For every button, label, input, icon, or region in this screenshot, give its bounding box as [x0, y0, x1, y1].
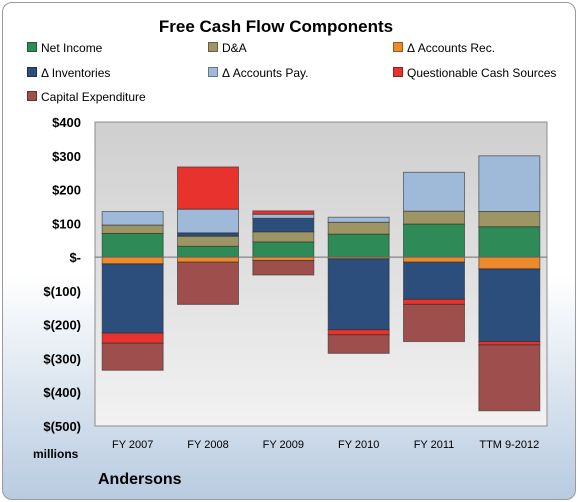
bar-segment-capex: [252, 259, 315, 276]
chart-title: Free Cash Flow Components: [158, 17, 394, 36]
bar-segment-net_income: [478, 226, 541, 258]
bar-segment-accounts_pay: [327, 216, 390, 223]
bar-segment-capex: [177, 261, 239, 305]
legend-accounts-rec: Δ Accounts Rec.: [393, 41, 495, 55]
y-tick-label: $(200): [43, 318, 81, 333]
bar-segment-inventories: [252, 217, 315, 233]
bar-segment-accounts_rec: [403, 256, 465, 263]
bar-segment-questionable: [177, 166, 239, 210]
y-tick-label: $300: [52, 149, 81, 164]
bar-segment-da: [478, 211, 541, 228]
legend-accounts-rec-swatch: [393, 42, 403, 52]
bar-segment-inventories: [177, 232, 239, 237]
x-tick-label: FY 2009: [263, 439, 304, 451]
bar-segment-da: [177, 235, 239, 247]
legend-net-income-label: Net Income: [41, 41, 103, 55]
bar-segment-accounts_pay: [252, 213, 315, 219]
bar-segment-accounts_pay: [101, 211, 164, 226]
legend-accounts-rec-label: Δ Accounts Rec.: [407, 41, 496, 55]
bar-segment-net_income: [177, 245, 239, 258]
y-tick-label: $(300): [43, 351, 81, 366]
units-label: millions: [33, 447, 79, 461]
bar-segment-net_income: [327, 233, 390, 258]
bar-segment-accounts_pay: [478, 155, 541, 213]
legend-net-income: Net Income: [27, 41, 102, 55]
y-tick-label: $100: [52, 216, 81, 231]
legend-capex-swatch: [27, 91, 37, 101]
bar-segment-questionable: [327, 329, 390, 336]
bar-segment-accounts_rec: [252, 256, 315, 261]
legend-da: D&A: [208, 41, 247, 55]
bar-segment-questionable: [403, 298, 465, 305]
legend-net-income-swatch: [27, 42, 37, 52]
bar-segment-capex: [478, 344, 541, 412]
y-tick-label: $200: [52, 183, 81, 198]
chart-plot: $400 $300 $200 $100 $- $(100) $(200) $(300) $(40…: [43, 115, 548, 451]
y-tick-label: $400: [52, 115, 81, 130]
x-tick-label: FY 2011: [414, 439, 455, 451]
legend-inventories-label: Δ Inventories: [41, 66, 111, 80]
bar-segment-accounts_pay: [403, 171, 465, 212]
company-name: Andersons: [98, 471, 182, 488]
bar-segment-da: [252, 231, 315, 243]
bar-segment-da: [403, 210, 465, 225]
bar-segment-accounts_rec: [478, 256, 541, 270]
legend-da-swatch: [208, 42, 218, 52]
y-tick-label: $-: [69, 250, 81, 265]
bar-segment-capex: [327, 334, 390, 354]
legend-questionable-swatch: [393, 67, 403, 77]
legend-questionable: Questionable Cash Sources: [393, 66, 556, 80]
bar-segment-capex: [403, 303, 465, 343]
bar-segment-inventories: [403, 261, 465, 300]
bar-segment-capex: [101, 342, 164, 371]
legend-capex-label: Capital Expenditure: [41, 90, 146, 104]
legend-accounts-pay-swatch: [208, 67, 218, 77]
bar-segment-inventories: [101, 263, 164, 334]
bar-segment-questionable: [252, 210, 315, 215]
legend-accounts-pay-label: Δ Accounts Pay.: [222, 66, 309, 80]
y-tick-label: $(500): [43, 419, 81, 434]
legend-inventories: Δ Inventories: [27, 66, 110, 80]
bar-segment-da: [101, 224, 164, 234]
x-tick-label: FY 2010: [338, 439, 379, 451]
x-tick-label: FY 2007: [112, 439, 153, 451]
bar-segment-accounts_rec: [101, 256, 164, 265]
bar-segment-da: [327, 221, 390, 235]
y-tick-label: $(400): [43, 385, 81, 400]
legend-inventories-swatch: [27, 67, 37, 77]
bar-segment-questionable: [101, 332, 164, 344]
bar-segment-net_income: [101, 232, 164, 258]
legend-questionable-label: Questionable Cash Sources: [407, 66, 557, 80]
legend-capex: Capital Expenditure: [27, 90, 146, 104]
bar-segment-questionable: [478, 341, 541, 346]
legend-accounts-pay: Δ Accounts Pay.: [208, 66, 309, 80]
bar-segment-accounts_rec: [177, 256, 239, 263]
legend-da-label: D&A: [222, 41, 247, 55]
x-tick-label: FY 2008: [187, 439, 228, 451]
bar-segment-accounts_pay: [177, 208, 239, 234]
bar-segment-inventories: [327, 258, 390, 331]
x-tick-label: TTM 9-2012: [479, 439, 539, 451]
bar-segment-inventories: [478, 268, 541, 343]
bar-segment-net_income: [403, 223, 465, 258]
plot-area: [94, 121, 548, 427]
y-tick-label: $(100): [43, 284, 81, 299]
bar-segment-net_income: [252, 241, 315, 258]
